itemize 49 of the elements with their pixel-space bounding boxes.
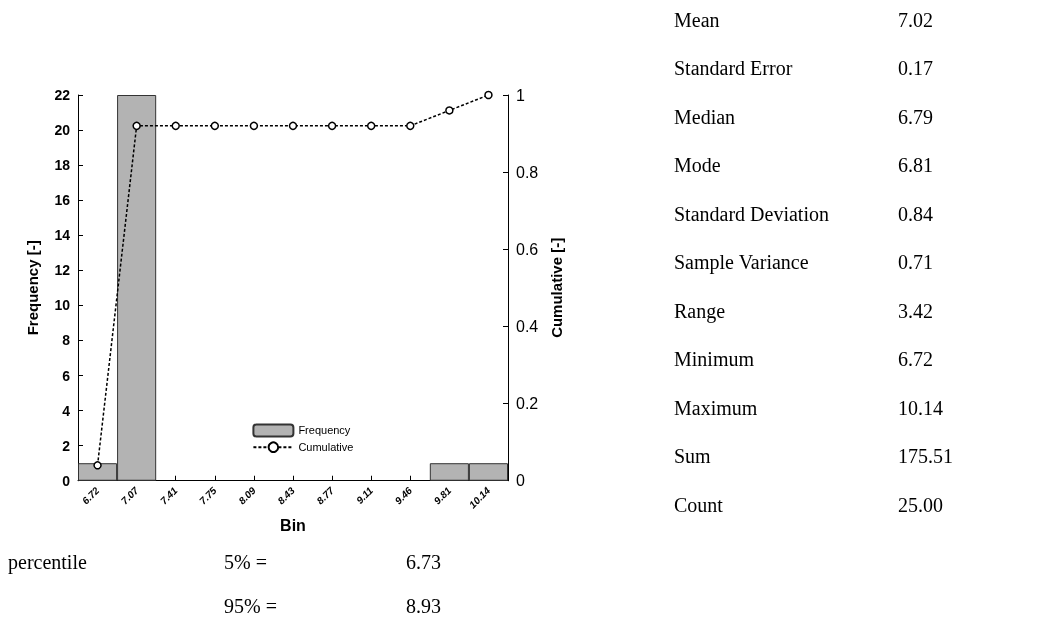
- point: [132, 121, 141, 131]
- text: Standard Error 0.17: [674, 57, 933, 80]
- y-tick-label: 6: [62, 367, 71, 384]
- legend-label: Frequency: [298, 424, 351, 437]
- y-tick-label: 14: [54, 227, 71, 244]
- text: Range 3.42: [674, 299, 933, 322]
- y2-tick-label: 0: [516, 472, 525, 490]
- y2-tick-label: 1: [516, 86, 525, 104]
- point: [327, 121, 337, 131]
- point: [171, 121, 180, 131]
- text: Standard Deviation 0.84: [674, 202, 933, 225]
- point: [288, 121, 298, 131]
- y-axis-title: Frequency [-]: [24, 240, 41, 336]
- x-tick-label: 9.11: [354, 484, 376, 506]
- y-tick-label: 22: [54, 87, 71, 103]
- point: [249, 121, 259, 131]
- y-tick-label: 18: [54, 157, 71, 174]
- y-tick-label: 12: [54, 262, 71, 279]
- point: [210, 121, 220, 131]
- point: [406, 121, 415, 131]
- point: [445, 106, 454, 115]
- y2-tick-label: 0.6: [516, 240, 539, 258]
- y-tick-label: 2: [62, 437, 71, 454]
- point: [484, 90, 493, 100]
- y2-axis-title: Cumulative [-]: [548, 237, 566, 338]
- text: Maximum 10.14: [674, 396, 943, 419]
- y-tick-label: 0: [62, 472, 71, 489]
- text: Median 6.79: [674, 105, 933, 128]
- text: Sample Variance 0.71: [674, 251, 933, 274]
- point: [366, 121, 376, 131]
- y2-tick-label: 0.2: [516, 395, 539, 413]
- text: Mode 6.81: [674, 154, 933, 177]
- y-tick-label: 10: [54, 297, 71, 314]
- y-tick-label: 8: [62, 332, 71, 349]
- y2-tick-label: 0.8: [516, 163, 539, 181]
- text: percentile 5% = 6.73: [8, 550, 441, 573]
- text: Sum 175.51: [674, 445, 953, 468]
- text: Count 25.00: [674, 493, 943, 516]
- text: Minimum 6.72: [674, 348, 933, 371]
- text: Mean 7.02: [674, 8, 933, 31]
- y-tick-label: 16: [54, 192, 71, 209]
- legend-label: Cumulative: [298, 441, 354, 454]
- x-axis-title: Bin: [280, 516, 306, 534]
- y-tick-label: 20: [54, 122, 71, 139]
- text: 95% = 8.93: [224, 594, 441, 617]
- y-tick-label: 4: [62, 402, 71, 419]
- x-tick-label: 6.72: [79, 484, 102, 507]
- y2-tick-label: 0.4: [516, 317, 539, 335]
- point: [93, 461, 102, 470]
